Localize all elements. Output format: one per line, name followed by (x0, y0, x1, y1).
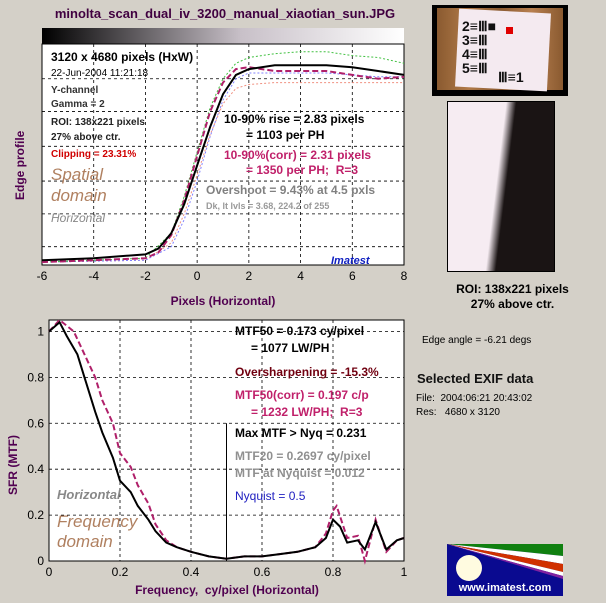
series-line (48, 320, 405, 560)
series-line (41, 82, 404, 263)
gamma: Gamma = 2 (51, 99, 105, 110)
oversharpening: Oversharpening = -15.3% (235, 365, 379, 379)
mtf-ylabel: SFR (MTF) (6, 435, 20, 495)
exif-file: File: 2004:06:21 20:43:02 (416, 393, 533, 404)
x-tick-label: 0.2 (112, 565, 129, 579)
roi-image (447, 101, 555, 272)
chart-thumbnail: 2≡Ⅲ■ 3≡Ⅲ 4≡Ⅲ 5≡Ⅲ Ⅲ≡1 (432, 5, 568, 96)
edge-angle: Edge angle = -6.21 degs (422, 335, 532, 346)
y-tick-label: 0.6 (27, 416, 44, 430)
series-line (41, 66, 405, 264)
edge-gray-bar (42, 28, 404, 44)
x-tick-label: 0.4 (183, 565, 200, 579)
imatest-logo[interactable]: www.imatest.com (447, 544, 563, 596)
y-tick-label: 0 (37, 554, 44, 568)
overshoot: Overshoot = 9.43% at 4.5 pxls (206, 183, 376, 197)
mtf-xlabel: Frequency, cy/pixel (Horizontal) (135, 583, 319, 597)
rise-line2: = 1103 per PH (246, 128, 325, 142)
series-line (41, 64, 405, 262)
direction-label: Horizontal (51, 211, 106, 225)
mtf50-corr-line2: = 1232 LW/PH; R=3 (251, 405, 363, 419)
logo-url: www.imatest.com (458, 582, 552, 594)
x-tick-label: 4 (297, 269, 304, 283)
spatial-label: Spatial (51, 165, 103, 184)
x-tick-label: 0.6 (254, 565, 271, 579)
capture-date: 22-Jun-2004 11:21:18 (51, 68, 149, 79)
plot-area (41, 43, 405, 266)
x-tick-label: 6 (349, 269, 356, 283)
imatest-brand: Imatest (331, 255, 370, 267)
max-mtf: Max MTF > Nyq = 0.231 (235, 426, 367, 440)
window-title: minolta_scan_dual_iv_3200_manual_xiaotia… (54, 6, 396, 21)
y-tick-label: 0.2 (27, 508, 44, 522)
roi-position: 27% above ctr. (51, 132, 121, 143)
x-tick-label: -2 (140, 269, 151, 283)
nyquist-label: Nyquist = 0.5 (235, 489, 306, 503)
edge-profile-chart: -6 -4 -2 0 2 4 6 8 (37, 28, 408, 283)
levels: Dk, lt lvls = 3.68, 224.2 of 255 (206, 201, 330, 211)
mtf50-line1: MTF50 = 0.173 cy/pixel (235, 324, 365, 338)
domain-label: domain (51, 186, 107, 205)
clipping: Clipping = 23.31% (51, 149, 137, 160)
x-tick-label: 0 (194, 269, 201, 283)
mtf-at-nyquist: MTF at Nyquist = 0.012 (235, 466, 365, 480)
frequency-domain-label: domain (57, 532, 113, 551)
edge-ylabel: Edge profile (13, 130, 27, 200)
frequency-label: Frequency (57, 512, 138, 531)
edge-xlabel: Pixels (Horizontal) (170, 294, 276, 308)
x-tick-label: -4 (88, 269, 99, 283)
x-tick-label: 0.8 (325, 565, 342, 579)
exif-res: Res: 4680 x 3120 (416, 407, 500, 418)
y-tick-label: 0.8 (27, 370, 44, 384)
roi: ROI: 138x221 pixels (51, 117, 145, 128)
y-tick-label: 0.4 (27, 462, 44, 476)
mtf50-corr-line1: MTF50(corr) = 0.197 c/p (235, 388, 369, 402)
mtf20: MTF20 = 0.2697 cy/pixel (235, 449, 371, 463)
side-roi-position: 27% above ctr. (470, 297, 555, 311)
x-tick-label: 0 (46, 565, 53, 579)
corr-line2: = 1350 per PH; R=3 (246, 163, 359, 177)
mtf-chart: 0 0.2 0.4 0.6 0.8 1 0 0.2 0.4 0.6 0.8 1 (27, 318, 408, 579)
channel: Y-channel (51, 85, 99, 96)
x-tick-label: 2 (246, 269, 253, 283)
y-tick-label: 1 (37, 324, 44, 338)
image-size: 3120 x 4680 pixels (HxW) (51, 50, 194, 64)
side-roi: ROI: 138x221 pixels (456, 282, 569, 296)
mtf50-line2: = 1077 LW/PH (251, 341, 330, 355)
series-line (41, 72, 404, 263)
x-tick-label: -6 (37, 269, 48, 283)
x-tick-label: 1 (401, 565, 408, 579)
exif-title: Selected EXIF data (417, 371, 534, 386)
x-tick-label: 8 (401, 269, 408, 283)
corr-line1: 10-90%(corr) = 2.31 pixels (224, 148, 372, 162)
mtf-direction-label: Horizontal (57, 487, 121, 502)
rise-line1: 10-90% rise = 2.83 pixels (224, 112, 365, 126)
